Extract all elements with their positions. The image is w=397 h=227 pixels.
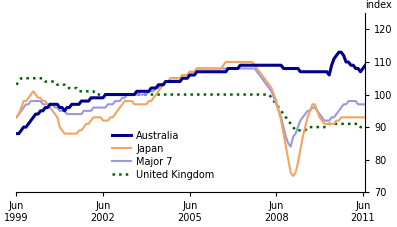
Australia [363, 64, 368, 67]
Australia [219, 70, 224, 73]
Japan [14, 116, 19, 119]
Line: Australia: Australia [16, 52, 365, 134]
Legend: Australia, Japan, Major 7, United Kingdom: Australia, Japan, Major 7, United Kingdo… [108, 127, 218, 184]
Major 7 [101, 106, 106, 109]
United Kingdom [57, 83, 62, 86]
Line: Major 7: Major 7 [16, 69, 365, 147]
Australia [113, 93, 118, 96]
Major 7 [288, 145, 293, 148]
United Kingdom [192, 93, 197, 96]
Japan [113, 113, 118, 116]
United Kingdom [363, 126, 368, 128]
United Kingdom [293, 129, 298, 132]
Line: United Kingdom: United Kingdom [16, 78, 365, 130]
Australia [98, 96, 103, 99]
United Kingdom [14, 83, 19, 86]
United Kingdom [221, 93, 226, 96]
Australia [190, 74, 195, 76]
Major 7 [363, 103, 368, 106]
Major 7 [190, 70, 195, 73]
Line: Japan: Japan [16, 62, 365, 176]
United Kingdom [101, 93, 106, 96]
Japan [219, 67, 224, 70]
Australia [336, 51, 341, 54]
Major 7 [221, 67, 226, 70]
Japan [101, 119, 106, 122]
United Kingdom [115, 93, 120, 96]
Australia [55, 103, 60, 106]
Japan [190, 70, 195, 73]
Japan [291, 175, 295, 177]
Japan [98, 116, 103, 119]
Australia [14, 132, 19, 135]
Japan [55, 116, 60, 119]
Major 7 [55, 106, 60, 109]
United Kingdom [103, 93, 108, 96]
Japan [224, 61, 228, 63]
Y-axis label: index: index [365, 0, 392, 10]
Australia [101, 96, 106, 99]
Japan [363, 116, 368, 119]
Major 7 [195, 67, 199, 70]
Major 7 [113, 100, 118, 102]
Major 7 [98, 106, 103, 109]
Major 7 [14, 116, 19, 119]
United Kingdom [19, 77, 23, 80]
